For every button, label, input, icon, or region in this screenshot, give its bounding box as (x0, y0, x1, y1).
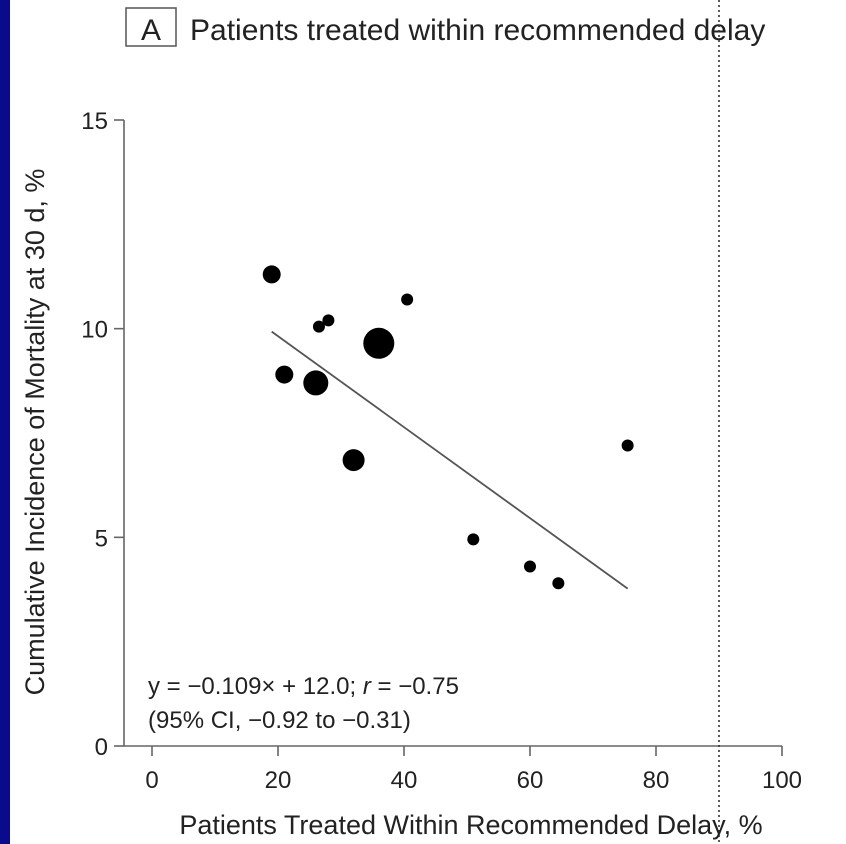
regression-equation-prefix: y = −0.109× + 12.0; (148, 673, 363, 700)
data-point (303, 370, 329, 396)
r-symbol: r (363, 673, 372, 700)
data-point (342, 449, 365, 472)
x-tick-label: 40 (391, 767, 418, 794)
scatter-chart: A Patients treated within recommended de… (20, 0, 802, 844)
axes: 0 5 10 15 0 20 40 60 80 100 (81, 108, 802, 794)
regression-equation: y = −0.109× + 12.0; r = −0.75 (148, 673, 459, 700)
panel-letter-box (125, 7, 177, 47)
regression-line (271, 330, 629, 590)
y-tick-label: 15 (81, 108, 108, 135)
y-axis-label: Cumulative Incidence of Mortality at 30 … (20, 169, 50, 696)
data-point (262, 265, 281, 284)
regression-line-group (271, 330, 629, 590)
data-point (322, 314, 335, 327)
chart-frame: A Patients treated within recommended de… (10, 0, 846, 844)
data-points (262, 265, 634, 590)
data-point (401, 293, 414, 306)
data-point (363, 327, 395, 359)
x-tick-label: 80 (643, 767, 670, 794)
confidence-interval: (95% CI, −0.92 to −0.31) (148, 707, 411, 734)
data-point (621, 439, 634, 452)
x-tick-label: 0 (145, 767, 158, 794)
x-tick-label: 60 (517, 767, 544, 794)
y-tick-label: 5 (95, 525, 108, 552)
x-tick-label: 20 (265, 767, 292, 794)
r-value: = −0.75 (371, 673, 459, 700)
data-point (467, 533, 480, 546)
chart-title: Patients treated within recommended dela… (190, 14, 765, 47)
data-point (552, 577, 565, 590)
y-tick-label: 10 (81, 317, 108, 344)
y-tick-label: 0 (95, 734, 108, 761)
x-axis-label: Patients Treated Within Recommended Dela… (179, 810, 762, 840)
data-point (275, 365, 294, 384)
data-point (312, 320, 325, 333)
panel-letter: A (141, 14, 161, 47)
x-tick-label: 100 (762, 767, 802, 794)
data-point (524, 560, 536, 573)
